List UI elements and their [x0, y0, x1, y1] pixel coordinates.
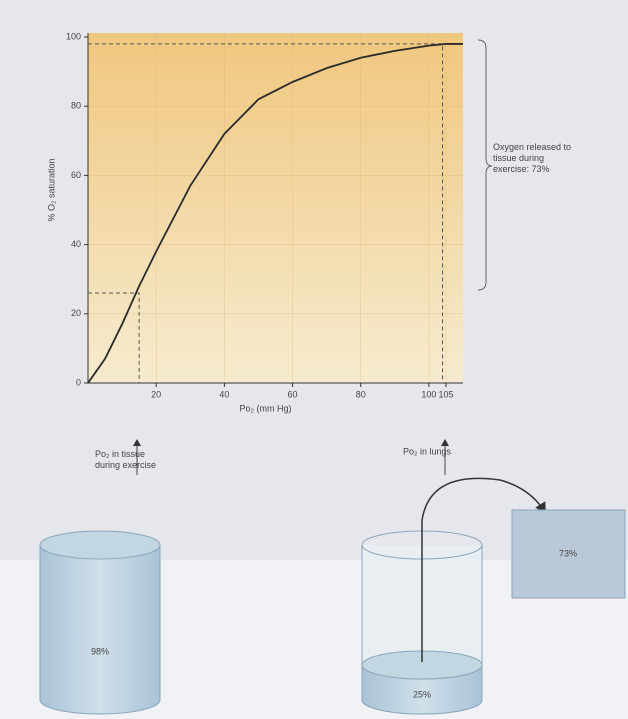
beaker-label: 25%	[413, 689, 431, 699]
x-tick-label: 105	[438, 389, 453, 399]
x-tick-label: 60	[288, 389, 298, 399]
left-beaker: 98%	[40, 531, 160, 714]
beaker-label: 98%	[91, 646, 109, 656]
box-label: 73%	[559, 548, 577, 558]
y-tick-label: 80	[71, 101, 81, 111]
x-tick-label: 100	[421, 389, 436, 399]
x-tick-label: 40	[219, 389, 229, 399]
brace	[478, 40, 492, 290]
x-tick-label: 80	[356, 389, 366, 399]
y-tick-label: 40	[71, 239, 81, 249]
y-tick-label: 60	[71, 170, 81, 180]
x-tick-label: 20	[151, 389, 161, 399]
plot-area	[88, 33, 463, 383]
y-tick-label: 100	[66, 31, 81, 41]
y-axis-label: % O₂ saturation	[46, 158, 56, 221]
y-tick-label: 0	[76, 377, 81, 387]
y-tick-label: 20	[71, 308, 81, 318]
figure: 02040608010020406080100105Po₂ (mm Hg)% O…	[0, 0, 628, 719]
annotation: Po₂ in lungs	[403, 446, 452, 456]
x-axis-label: Po₂ (mm Hg)	[240, 403, 292, 413]
